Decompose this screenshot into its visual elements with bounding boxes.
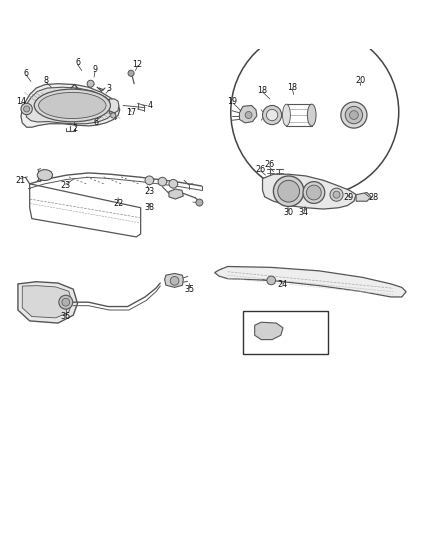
Text: 11: 11 <box>266 348 276 357</box>
Bar <box>243 311 328 354</box>
Ellipse shape <box>283 104 290 126</box>
Circle shape <box>196 199 203 206</box>
Text: 18: 18 <box>258 86 268 95</box>
Circle shape <box>341 102 367 128</box>
Text: 21: 21 <box>15 176 25 185</box>
Text: 26: 26 <box>255 165 265 174</box>
Circle shape <box>62 298 70 306</box>
Polygon shape <box>165 273 184 287</box>
Text: 4: 4 <box>148 101 153 110</box>
Circle shape <box>111 113 116 118</box>
Circle shape <box>303 182 325 204</box>
Text: 8: 8 <box>44 76 49 85</box>
Circle shape <box>87 80 94 87</box>
Circle shape <box>128 70 134 76</box>
Text: 23: 23 <box>144 187 155 196</box>
Text: 30: 30 <box>284 207 293 216</box>
Circle shape <box>267 276 276 285</box>
Text: 6: 6 <box>94 118 99 127</box>
Circle shape <box>170 277 179 285</box>
Circle shape <box>345 107 363 124</box>
Text: 2: 2 <box>73 124 78 133</box>
Circle shape <box>262 106 282 125</box>
Circle shape <box>145 176 154 184</box>
Circle shape <box>59 295 73 309</box>
Polygon shape <box>240 106 257 123</box>
Polygon shape <box>215 266 406 297</box>
Ellipse shape <box>39 92 106 118</box>
Circle shape <box>270 327 279 335</box>
Polygon shape <box>22 286 72 318</box>
Text: 38: 38 <box>145 203 154 212</box>
Circle shape <box>245 111 252 118</box>
Ellipse shape <box>307 104 316 126</box>
Circle shape <box>266 109 278 120</box>
Polygon shape <box>356 192 371 201</box>
Circle shape <box>259 327 268 335</box>
Polygon shape <box>110 99 119 114</box>
Polygon shape <box>21 84 120 127</box>
Text: 12: 12 <box>133 60 143 69</box>
Text: 6: 6 <box>24 69 29 78</box>
Text: 9: 9 <box>92 65 98 74</box>
Circle shape <box>350 111 358 119</box>
Text: 18: 18 <box>287 83 297 92</box>
Text: 19: 19 <box>227 98 237 107</box>
Polygon shape <box>169 189 184 199</box>
Text: 6: 6 <box>75 58 80 67</box>
Circle shape <box>273 176 304 206</box>
Text: 28: 28 <box>368 193 378 202</box>
Text: 17: 17 <box>126 108 136 117</box>
Polygon shape <box>254 322 283 340</box>
Ellipse shape <box>34 89 110 122</box>
Circle shape <box>24 106 30 112</box>
Text: 35: 35 <box>184 285 194 294</box>
Circle shape <box>169 180 178 188</box>
Polygon shape <box>18 282 78 323</box>
Polygon shape <box>25 87 115 124</box>
Circle shape <box>278 180 300 202</box>
Text: 29: 29 <box>343 193 354 202</box>
Circle shape <box>158 177 167 186</box>
Circle shape <box>330 188 343 201</box>
Text: 14: 14 <box>16 98 26 107</box>
Text: 34: 34 <box>299 207 309 216</box>
Text: 23: 23 <box>61 181 71 190</box>
Text: 3: 3 <box>107 84 112 93</box>
Text: 22: 22 <box>114 199 124 208</box>
Polygon shape <box>262 174 356 209</box>
Text: 1: 1 <box>57 112 62 122</box>
Circle shape <box>333 191 340 198</box>
Circle shape <box>307 185 321 200</box>
Text: 26: 26 <box>264 160 274 169</box>
Ellipse shape <box>37 169 53 181</box>
Text: 20: 20 <box>355 76 365 85</box>
Text: 36: 36 <box>61 312 71 321</box>
Text: 24: 24 <box>277 280 287 289</box>
Circle shape <box>21 103 32 115</box>
